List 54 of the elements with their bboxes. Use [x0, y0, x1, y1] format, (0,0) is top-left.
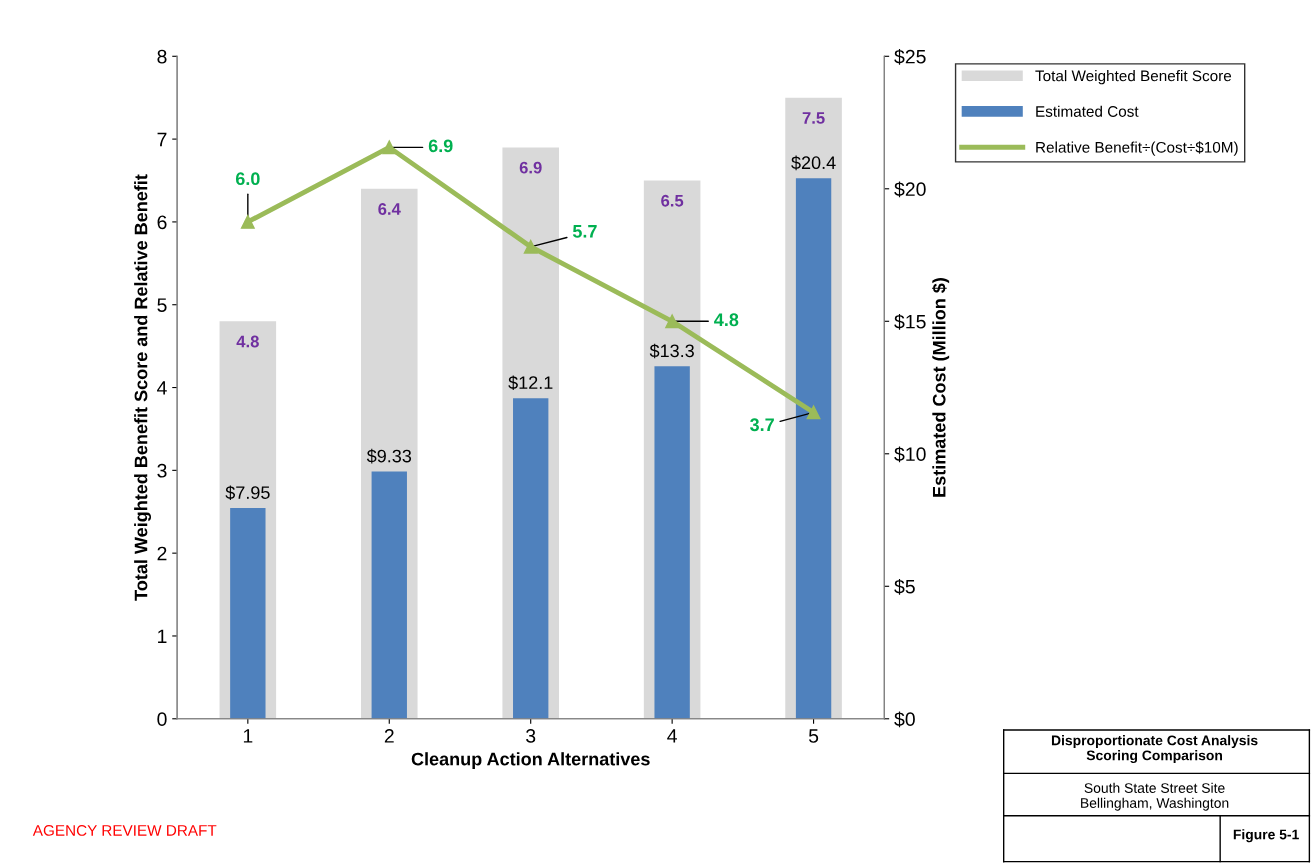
- point: [523, 239, 538, 254]
- x-tick-label: 5: [808, 729, 819, 743]
- data-label: 6.0: [235, 172, 260, 186]
- bar: [371, 471, 407, 719]
- data-label: 7.5: [802, 112, 825, 124]
- bar: [230, 508, 266, 719]
- text: South State Street Site Bellingham, Washington: [1081, 782, 1229, 811]
- data-label: 6.4: [378, 203, 401, 215]
- y-tick-label: 8: [157, 49, 167, 64]
- y-tick-label: 3: [157, 463, 167, 478]
- point: [240, 214, 255, 229]
- y-tick-label: 6: [157, 215, 167, 230]
- y-tick-label: 7: [157, 132, 167, 147]
- y-tick-label: 5: [157, 298, 167, 312]
- data-label: 6.5: [661, 194, 684, 207]
- data-label: $13.3: [649, 343, 694, 359]
- data-label: $20.4: [791, 155, 836, 171]
- bar: [654, 366, 690, 719]
- caption: Figure 5-1: [1233, 829, 1299, 843]
- data-label: 4.8: [714, 313, 739, 327]
- y2-tick-label: $25: [894, 48, 926, 65]
- data-label: 6.9: [428, 139, 453, 153]
- legend-label: Total Weighted Benefit Score: [1035, 70, 1232, 85]
- y2-tick-label: $5: [894, 578, 915, 595]
- y-tick-label: 1: [158, 629, 167, 644]
- data-label: 4.8: [236, 335, 259, 348]
- x-tick-label: 1: [243, 729, 253, 743]
- text: Disproportionate Cost Analysis Scoring Comparison: [1051, 735, 1258, 764]
- text: AGENCY REVIEW DRAFT: [32, 825, 217, 836]
- y2-tick-label: $10: [894, 446, 926, 463]
- y-tick-label: 2: [157, 546, 167, 561]
- y2-tick-label: $0: [894, 711, 915, 728]
- point: [665, 314, 680, 329]
- y-tick-label: 0: [157, 712, 167, 727]
- x-tick-label: 2: [384, 729, 394, 743]
- data-label: 6.9: [519, 161, 542, 174]
- data-label: $12.1: [508, 375, 553, 391]
- point: [806, 405, 821, 420]
- legend-label: Estimated Cost: [1036, 105, 1139, 117]
- data-label: 5.7: [572, 225, 597, 238]
- data-label: 3.7: [750, 418, 774, 432]
- y-axis-title: Total Weighted Benefit Score and Relative Benefit: [134, 174, 152, 601]
- y-tick-label: 4: [157, 381, 167, 395]
- x-axis-title: Cleanup Action Alternatives: [411, 752, 650, 770]
- x-tick-label: 4: [667, 729, 677, 743]
- data-label: $7.95: [225, 485, 270, 501]
- y2-tick-label: $15: [894, 313, 926, 330]
- y2-tick-label: $20: [894, 181, 926, 198]
- point: [382, 140, 397, 155]
- data-label: $9.33: [366, 448, 412, 464]
- legend-label: Relative Benefit÷(Cost÷$10M): [1036, 141, 1238, 156]
- y2-axis-title: Estimated Cost (Million $): [932, 278, 950, 497]
- bar: [513, 398, 549, 719]
- x-tick-label: 3: [526, 729, 536, 743]
